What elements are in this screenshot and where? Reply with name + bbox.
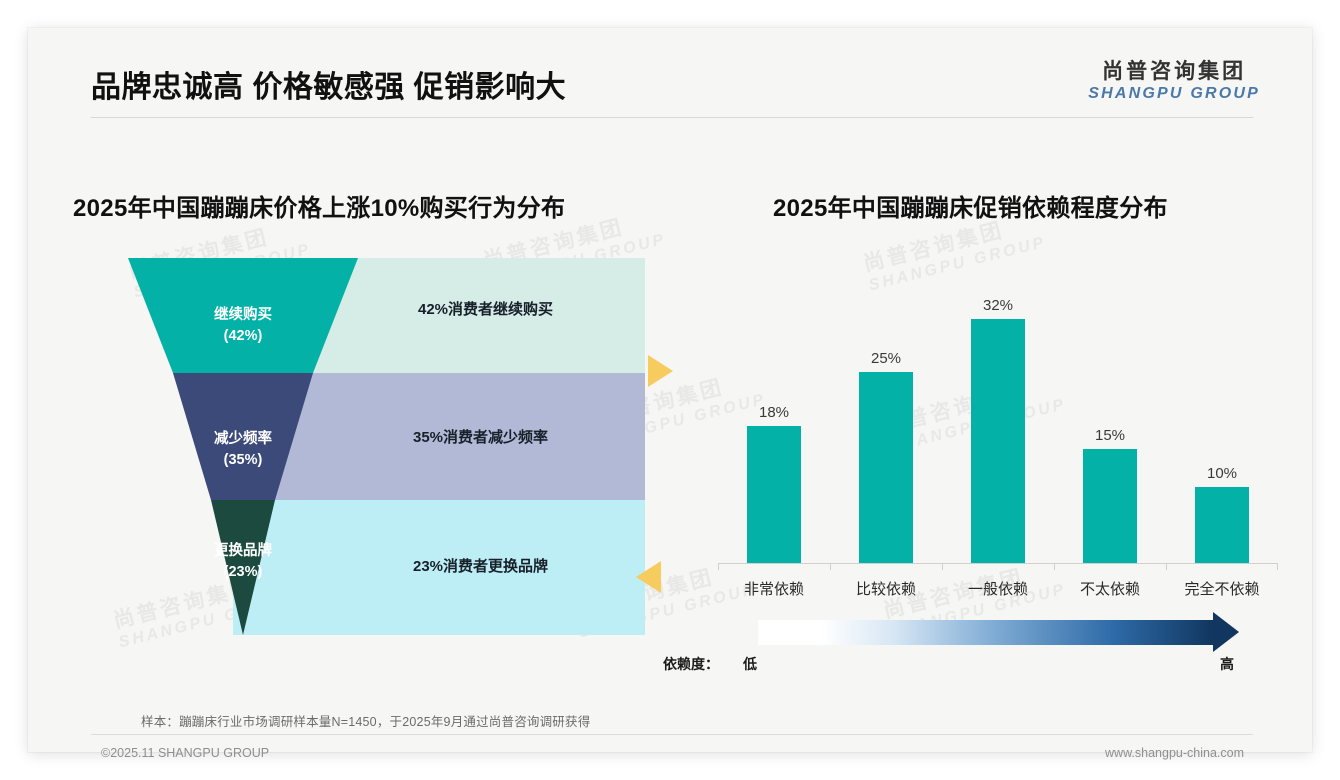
stage-value: (42%) — [223, 328, 263, 345]
bar-column: 18% — [718, 288, 830, 563]
funnel-stage-label-1: 继续购买 (42%) — [214, 305, 272, 347]
funnel-annotation-3: 23%消费者更换品牌 — [413, 558, 549, 575]
bar-value-3: 15% — [1094, 427, 1126, 444]
bar-column: 15% — [1054, 288, 1166, 563]
stage-value: (35%) — [223, 452, 263, 469]
legend-caption: 依赖度： — [663, 656, 719, 672]
bar-2 — [971, 319, 1025, 563]
logo-english-text: SHANGPU GROUP — [1088, 85, 1260, 103]
watermark-en: SHANGPU GROUP — [867, 233, 1048, 295]
funnel-segment-2 — [173, 373, 313, 500]
slide-header: 品牌忠诚高 价格敏感强 促销影响大 尚普咨询集团 SHANGPU GROUP — [28, 28, 1312, 117]
bar-column: 10% — [1166, 288, 1278, 563]
funnel-stage-label-2: 减少频率 (35%) — [214, 429, 272, 471]
bar-column: 32% — [942, 288, 1054, 563]
left-chart-title: 2025年中国蹦蹦床价格上涨10%购买行为分布 — [73, 195, 566, 222]
funnel-annotation-2: 35%消费者减少频率 — [413, 429, 549, 446]
source-note: 样本：蹦蹦床行业市场调研样本量N=1450，于2025年9月通过尚普咨询调研获得 — [141, 715, 591, 729]
axis-tick — [1054, 563, 1055, 570]
x-tick-label-4: 完全不依赖 — [1184, 581, 1260, 598]
stage-name: 继续购买 — [214, 307, 272, 323]
arrow-right-icon — [1213, 612, 1239, 652]
stage-value: (23%) — [223, 564, 263, 581]
logo-chinese-text: 尚普咨询集团 — [1102, 60, 1247, 83]
axis-tick — [1166, 563, 1167, 570]
dependency-legend: 依赖度： 低 高 — [663, 612, 1273, 678]
bar-value-2: 32% — [982, 297, 1014, 314]
website-link[interactable]: www.shangpu-china.com — [1105, 746, 1244, 760]
x-tick-label-1: 比较依赖 — [855, 581, 916, 598]
x-tick-label-0: 非常依赖 — [743, 581, 804, 598]
header-divider — [91, 117, 1253, 118]
brand-logo: 尚普咨询集团 SHANGPU GROUP — [1088, 60, 1260, 103]
funnel-annotation-1: 42%消费者继续购买 — [418, 301, 554, 318]
bar-0 — [747, 426, 801, 563]
funnel-shape — [128, 258, 358, 635]
x-tick-label-2: 一般依赖 — [967, 581, 1028, 598]
triangle-right-icon — [648, 355, 673, 387]
legend-low-label: 低 — [743, 656, 757, 672]
slide-canvas: 尚普咨询集团 SHANGPU GROUP 尚普咨询集团 SHANGPU GROU… — [28, 28, 1312, 760]
funnel-band-3 — [233, 500, 645, 635]
bar-3 — [1083, 449, 1137, 563]
page-title: 品牌忠诚高 价格敏感强 促销影响大 — [91, 71, 567, 104]
stage-name: 更换品牌 — [214, 543, 272, 559]
right-chart-title: 2025年中国蹦蹦床促销依赖程度分布 — [773, 195, 1168, 222]
legend-high-label: 高 — [1220, 656, 1234, 672]
funnel-chart: 继续购买 (42%) 减少频率 (35%) 更换品牌 (23%) 42%消费者继… — [73, 243, 673, 658]
x-tick-label-3: 不太依赖 — [1079, 581, 1140, 598]
funnel-segment-1 — [128, 258, 358, 373]
axis-tick — [830, 563, 831, 570]
bar-chart: 18% 25% 32% 15% 10% — [718, 288, 1278, 598]
funnel-segment-3 — [211, 500, 275, 635]
bar-plot-area: 18% 25% 32% 15% 10% — [718, 288, 1278, 598]
axis-tick — [942, 563, 943, 570]
footer-divider — [91, 734, 1253, 735]
funnel-stage-label-3: 更换品牌 (23%) — [214, 541, 272, 583]
bar-value-0: 18% — [758, 404, 790, 421]
axis-tick — [1277, 563, 1278, 570]
bar-1 — [859, 372, 913, 563]
x-axis-line — [718, 563, 1278, 564]
gradient-bar — [758, 620, 1213, 645]
stage-name: 减少频率 — [214, 431, 272, 447]
bar-column: 25% — [830, 288, 942, 563]
bar-4 — [1195, 487, 1249, 563]
bar-value-1: 25% — [870, 350, 902, 367]
copyright-text: ©2025.11 SHANGPU GROUP — [101, 746, 270, 760]
bar-value-4: 10% — [1206, 465, 1238, 482]
triangle-left-icon — [636, 561, 661, 593]
axis-tick — [718, 563, 719, 570]
